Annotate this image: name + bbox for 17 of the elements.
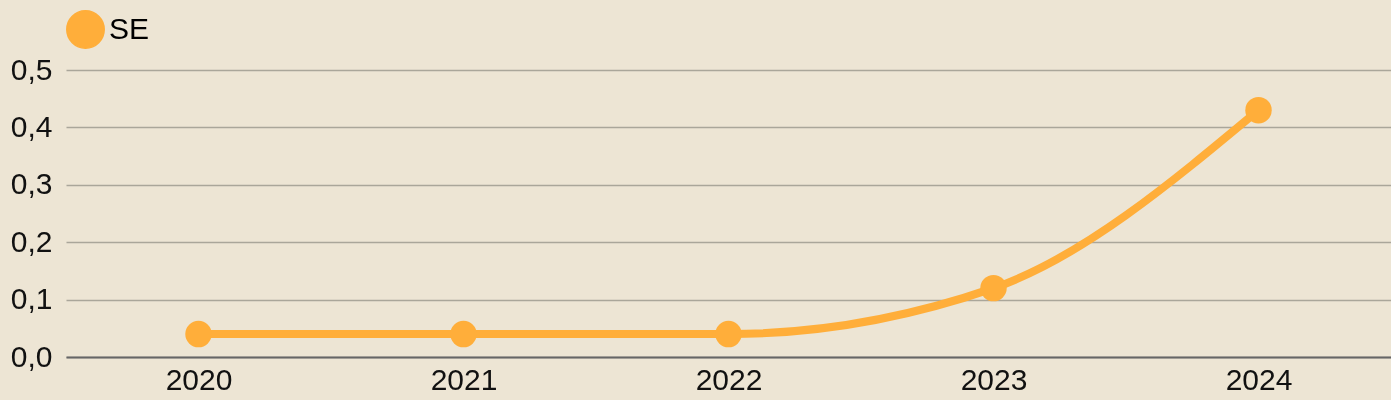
x-tick-label: 2020 (165, 362, 233, 396)
point (450, 320, 477, 348)
y-tick-label: 0,0 (10, 339, 53, 373)
point (980, 274, 1007, 302)
point (1245, 96, 1272, 124)
y-tick-label: 0,5 (10, 52, 53, 86)
legend-label: SE (109, 11, 150, 45)
x-tick-label: 2023 (960, 362, 1028, 396)
y-tick-label: 0,4 (10, 109, 53, 143)
y-tick-label: 0,2 (10, 224, 53, 258)
point (185, 320, 212, 348)
y-tick-label: 0,1 (10, 282, 53, 316)
x-tick-label: 2022 (695, 362, 763, 396)
x-tick-label: 2024 (1225, 362, 1293, 396)
x-tick-label: 2021 (430, 362, 498, 396)
point (715, 320, 742, 348)
y-tick-label: 0,3 (10, 167, 53, 201)
